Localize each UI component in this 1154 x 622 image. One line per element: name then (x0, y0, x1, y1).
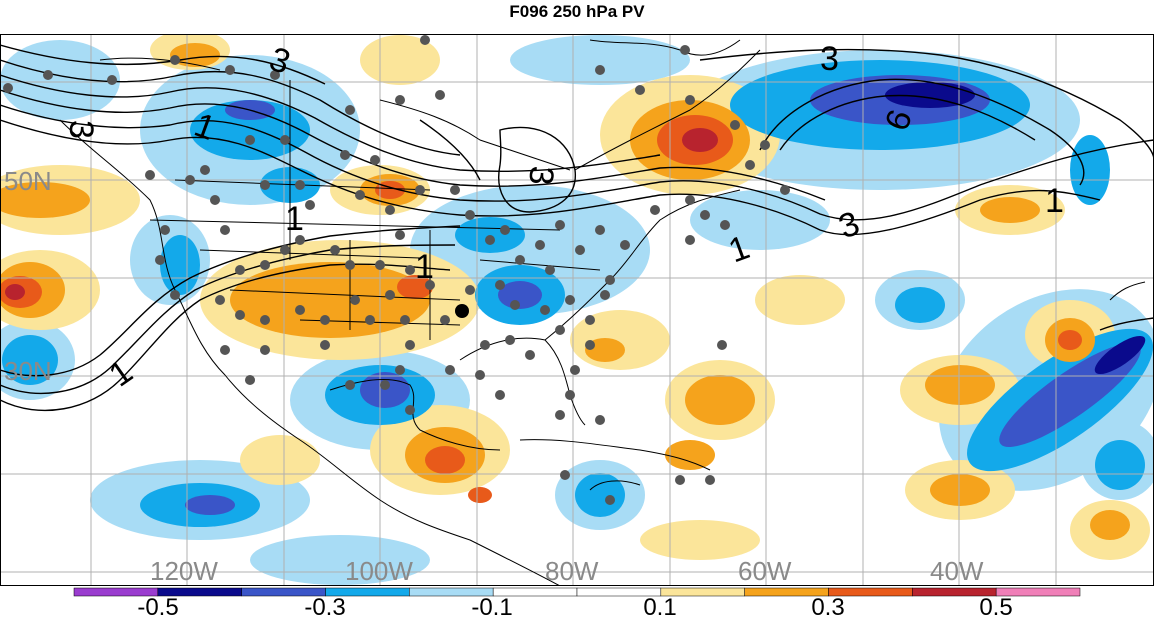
svg-text:1: 1 (415, 248, 434, 286)
coastlines-and-borders (59, 39, 1146, 586)
colorbar-label: 0.1 (643, 594, 677, 621)
colorbar-label: 0.5 (979, 594, 1013, 621)
colorbar-segment (995, 587, 1081, 597)
pv-anomaly-map: 1 1 1 1 1 1 3 3 3 3 6 3 50N 30N 120W 100… (0, 34, 1154, 586)
pv-contours (0, 44, 1154, 412)
station-dots (3, 35, 790, 505)
colorbar-label: -0.3 (304, 594, 346, 621)
lat-label-30n: 30N (4, 356, 52, 386)
colorbar-label: -0.1 (471, 594, 513, 621)
svg-text:1: 1 (285, 200, 304, 238)
svg-text:3: 3 (62, 120, 100, 139)
axis-labels: 50N 30N 120W 100W 80W 60W 40W (4, 166, 984, 586)
lon-label-100w: 100W (345, 556, 413, 586)
svg-text:1: 1 (1045, 182, 1064, 220)
lon-label-40w: 40W (930, 556, 984, 586)
highlight-station-dot (455, 304, 469, 318)
lon-label-120w: 120W (150, 556, 218, 586)
lat-label-50n: 50N (4, 166, 52, 196)
svg-text:3: 3 (521, 164, 561, 186)
lon-label-80w: 80W (545, 556, 599, 586)
colorbar (73, 587, 1081, 597)
svg-text:3: 3 (820, 40, 839, 78)
colorbar-label: -0.5 (137, 594, 179, 621)
map-title: F096 250 hPa PV (509, 2, 645, 21)
lon-label-60w: 60W (738, 556, 792, 586)
colorbar-label: 0.3 (811, 594, 845, 621)
